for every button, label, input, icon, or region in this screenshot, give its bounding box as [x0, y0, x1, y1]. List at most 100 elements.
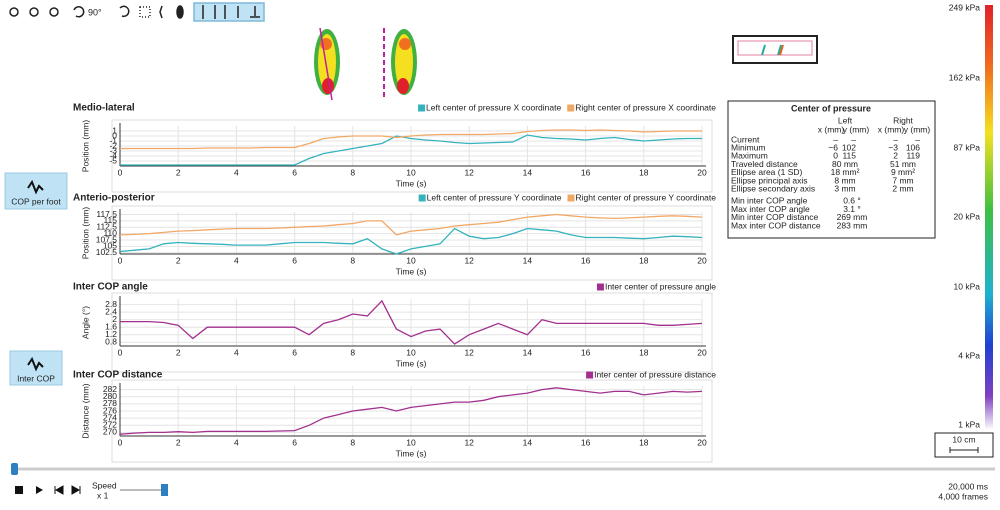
- timeline-handle[interactable]: [11, 463, 18, 475]
- y-tick-label: 280: [103, 391, 117, 401]
- x-tick-label: 8: [350, 167, 355, 177]
- x-tick-label: 2: [176, 347, 181, 357]
- x-axis-label: Time (s): [396, 266, 427, 276]
- view-icons: [202, 5, 260, 19]
- zoom-button[interactable]: [9, 7, 19, 17]
- cop-table-frame: [727, 100, 936, 239]
- rotate-button[interactable]: [73, 6, 85, 18]
- y-tick-label: 105: [103, 241, 117, 251]
- table-cell: 9 mm²: [891, 167, 915, 177]
- x-tick-label: 0: [118, 347, 123, 357]
- x-axis-label: Time (s): [396, 358, 427, 368]
- foot-button[interactable]: [176, 5, 184, 19]
- legend-label: Left center of pressure Y coordinate: [427, 192, 562, 202]
- chart-frame: [111, 205, 713, 281]
- button-icon: [27, 179, 44, 195]
- line-button[interactable]: [159, 5, 163, 19]
- x-tick-label: 14: [523, 437, 533, 447]
- y-tick-label: 270: [103, 427, 117, 437]
- cop-table-title: Center of pressure: [791, 103, 871, 113]
- table-cell: Current: [731, 134, 760, 144]
- x-tick-label: 0: [118, 167, 123, 177]
- table-cell: 269 mm: [837, 212, 868, 222]
- y-tick-label: 278: [103, 398, 117, 408]
- x-tick-label: 2: [176, 255, 181, 265]
- mini-map: [732, 35, 818, 64]
- play-button[interactable]: [36, 486, 43, 494]
- grid-button[interactable]: [139, 6, 151, 18]
- y-tick-label: -4: [109, 150, 117, 160]
- table-cell: 18 mm²: [831, 167, 860, 177]
- chart-title: Inter COP angle: [73, 282, 148, 293]
- legend-label: Right center of pressure Y coordinate: [576, 192, 717, 202]
- x-tick-label: 6: [292, 347, 297, 357]
- y-tick-label: 2.4: [105, 306, 117, 316]
- table-header: Right: [893, 115, 913, 125]
- legend-swatch: [586, 371, 594, 379]
- x-tick-label: 8: [350, 437, 355, 447]
- scale-bar: [949, 447, 979, 453]
- table-cell: 106: [906, 142, 920, 152]
- x-tick-label: 10: [406, 167, 416, 177]
- table-subheader: x (mm): [878, 124, 905, 134]
- table-cell: 8 mm: [834, 175, 855, 185]
- table-subheader: x (mm): [818, 124, 845, 134]
- x-tick-label: 18: [639, 437, 649, 447]
- table-cell: Ellipse secondary axis: [731, 183, 815, 193]
- legend-swatch: [418, 104, 426, 112]
- y-tick-label: 110: [103, 228, 117, 238]
- legend-swatch: [567, 194, 575, 202]
- color-scale-label: 249 kPa: [949, 2, 980, 12]
- speed-handle[interactable]: [161, 484, 168, 496]
- x-tick-label: 8: [350, 347, 355, 357]
- table-cell: –: [851, 134, 856, 144]
- y-axis-label: Position (mm): [80, 207, 90, 260]
- x-tick-label: 0: [118, 437, 123, 447]
- stop-button[interactable]: [15, 486, 23, 494]
- color-scale-label: 10 kPa: [954, 281, 981, 291]
- next-button[interactable]: [71, 485, 81, 495]
- frames: 4,000 frames: [938, 491, 988, 501]
- table-cell: 51 mm: [890, 159, 916, 169]
- y-tick-label: -3: [109, 145, 117, 155]
- series-line: [120, 134, 702, 166]
- inter-cop-button[interactable]: [9, 350, 63, 386]
- x-tick-label: 14: [523, 167, 533, 177]
- rotate-back-button[interactable]: [119, 5, 130, 18]
- color-scale-label: 4 kPa: [958, 350, 980, 360]
- x-tick-label: 6: [292, 437, 297, 447]
- series-line: [119, 213, 703, 236]
- series-line: [119, 387, 703, 435]
- prev-button[interactable]: [54, 485, 64, 495]
- table-cell: –: [833, 134, 838, 144]
- button-icon: [27, 356, 44, 372]
- legend-swatch: [567, 104, 575, 112]
- y-tick-label: 117.5: [96, 209, 117, 219]
- table-cell: –: [893, 134, 898, 144]
- x-tick-label: 20: [697, 437, 707, 447]
- zoom-in-button[interactable]: [29, 7, 39, 17]
- scale-bar-box: [934, 432, 994, 458]
- table-cell: 0: [833, 151, 838, 161]
- x-axis-label: Time (s): [396, 448, 427, 458]
- table-cell: 119: [906, 151, 920, 161]
- y-axis-label: Position (mm): [80, 120, 90, 173]
- y-tick-label: 115: [103, 215, 117, 225]
- x-tick-label: 20: [697, 347, 707, 357]
- x-tick-label: 14: [523, 347, 533, 357]
- view-toggle[interactable]: [193, 2, 265, 22]
- x-tick-label: 6: [292, 255, 297, 265]
- x-tick-label: 20: [697, 255, 707, 265]
- color-scale-label: 87 kPa: [954, 142, 981, 152]
- x-tick-label: 8: [350, 255, 355, 265]
- y-tick-label: 1.2: [105, 329, 117, 339]
- y-axis-label: Angle (°): [80, 306, 90, 339]
- y-axis-label: Distance (mm): [80, 383, 90, 438]
- x-tick-label: 20: [697, 167, 707, 177]
- x-tick-label: 12: [464, 167, 474, 177]
- chart-frame: [111, 379, 713, 463]
- zoom-out-button[interactable]: [49, 7, 59, 17]
- x-tick-label: 18: [639, 255, 649, 265]
- y-tick-label: 0: [112, 130, 117, 140]
